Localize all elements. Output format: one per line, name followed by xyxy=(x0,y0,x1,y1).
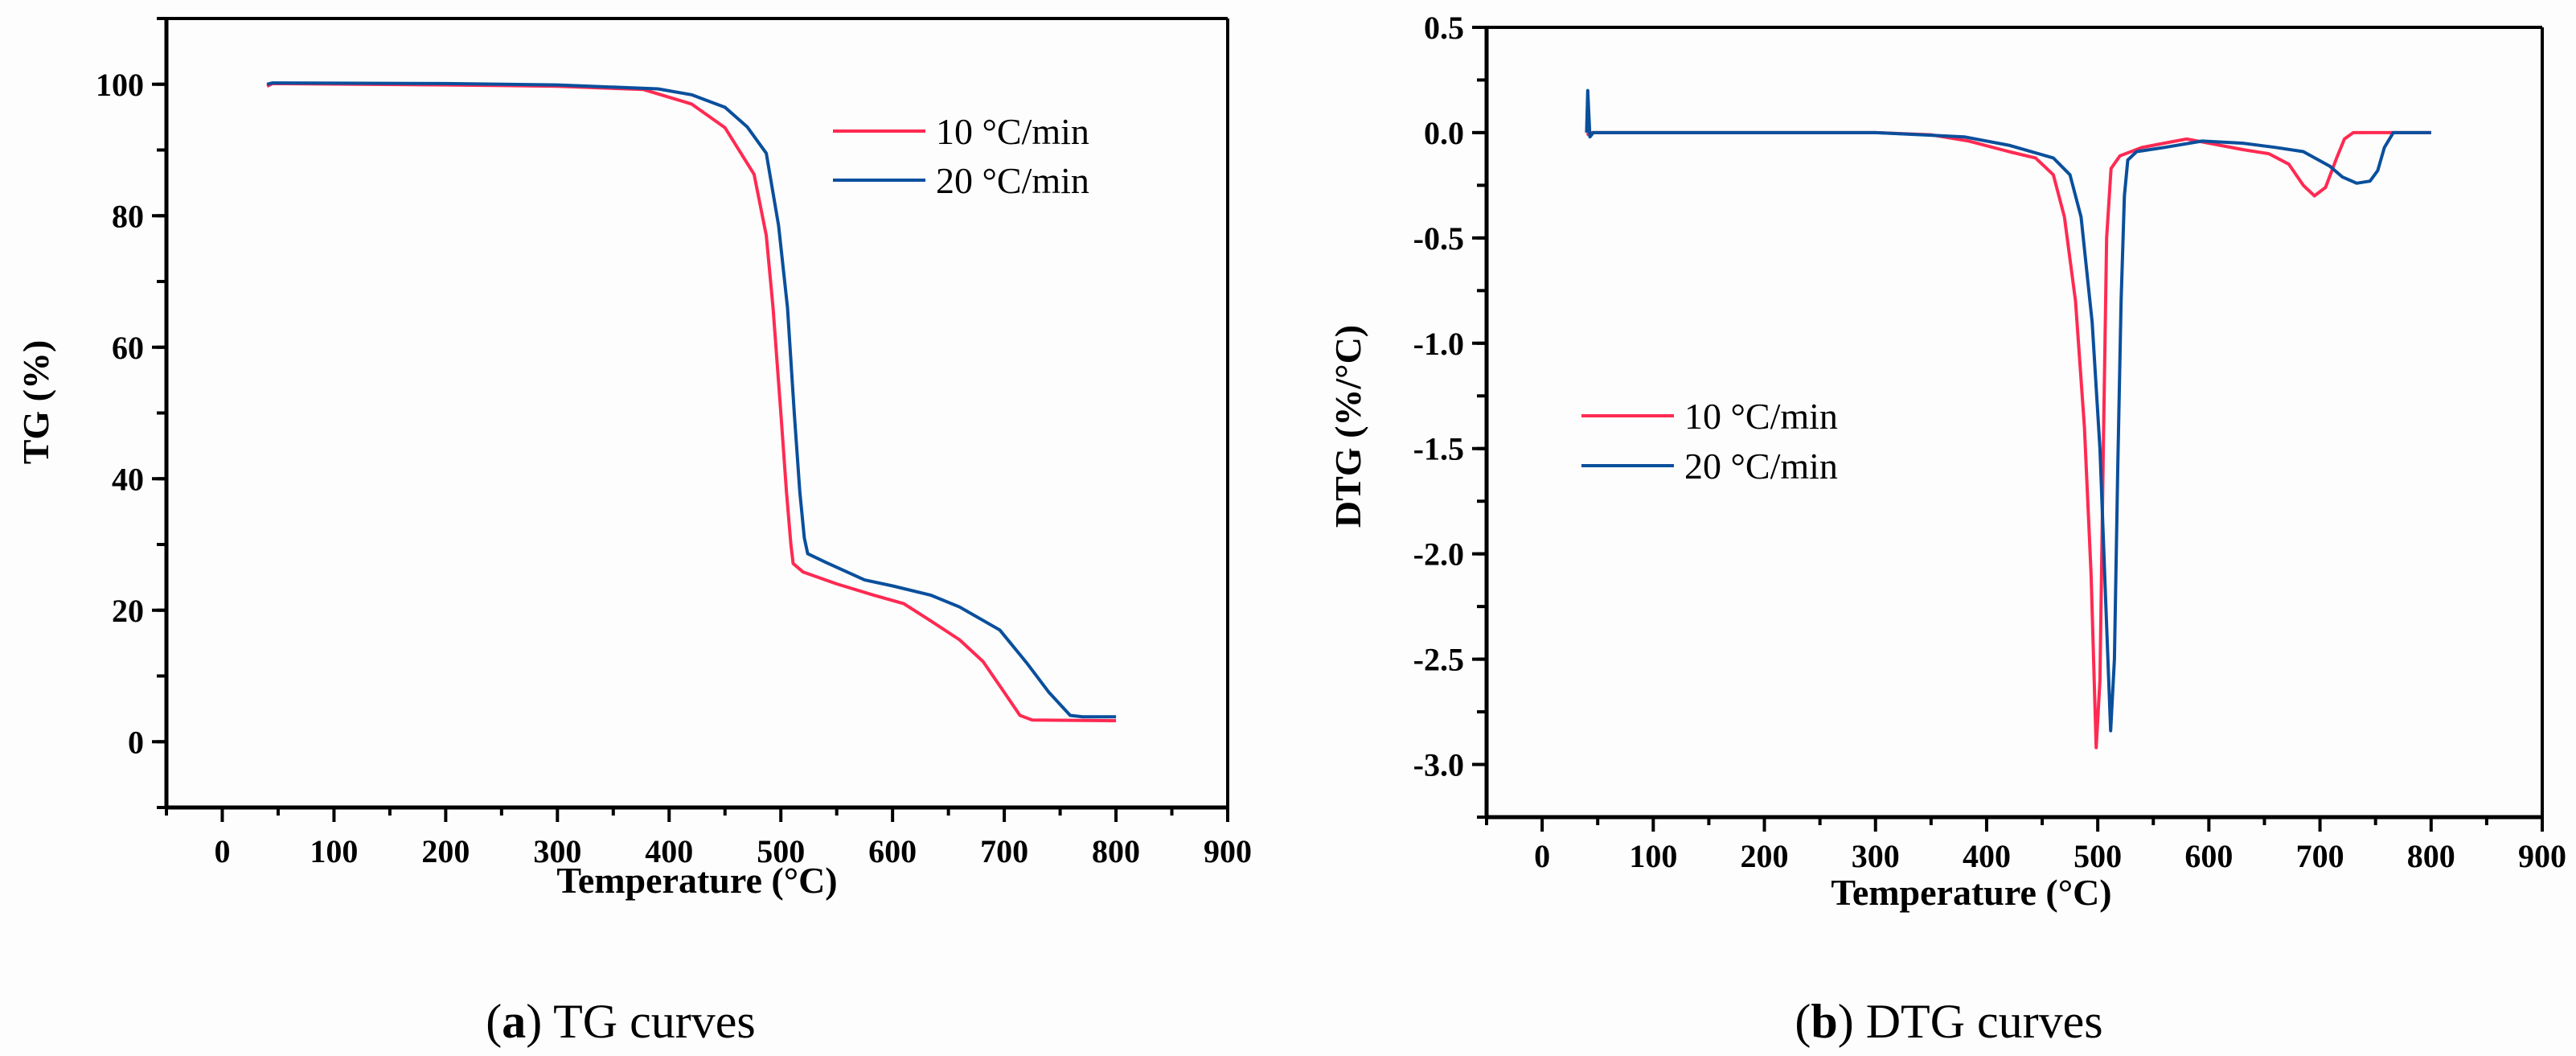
dtg-series-line-10 xyxy=(1585,130,2431,750)
dtg-y-tick-label: -1.5 xyxy=(1413,431,1464,467)
dtg-y-tick-label: -1.0 xyxy=(1413,326,1464,362)
dtg-x-tick-label: 900 xyxy=(2518,838,2566,874)
tg-series-line-20 xyxy=(266,81,1117,719)
tg-y-axis-title: TG (%) xyxy=(15,340,56,465)
tg-y-tick-label: 80 xyxy=(112,198,144,234)
tg-caption-label: a xyxy=(502,995,526,1048)
dtg-y-axis-title: DTG (%/°C) xyxy=(1327,325,1368,528)
dtg-x-tick-label: 800 xyxy=(2407,838,2455,874)
dtg-x-tick-label: 200 xyxy=(1741,838,1789,874)
dtg-y-tick-label: -2.5 xyxy=(1413,642,1464,678)
dtg-x-tick-label: 400 xyxy=(1963,838,2011,874)
tg-x-tick-label: 500 xyxy=(757,833,805,869)
dtg-series-line-20 xyxy=(1585,88,2431,733)
tg-x-tick-label: 400 xyxy=(645,833,693,869)
tg-legend-label: 20 °C/min xyxy=(936,160,1089,201)
dtg-legend-label: 10 °C/min xyxy=(1684,396,1838,437)
dtg-x-axis-title: Temperature (°C) xyxy=(1831,872,2111,913)
dtg-x-tick-label: 600 xyxy=(2184,838,2233,874)
dtg-x-tick-label: 500 xyxy=(2074,838,2122,874)
tg-x-tick-label: 100 xyxy=(310,833,358,869)
dtg-x-tick-label: 0 xyxy=(1534,838,1550,874)
tg-x-axis-title: Temperature (°C) xyxy=(556,860,837,901)
tg-y-tick-label: 100 xyxy=(96,67,144,103)
dtg-x-tick-label: 100 xyxy=(1629,838,1677,874)
tg-x-tick-label: 200 xyxy=(421,833,470,869)
tg-caption-text: TG curves xyxy=(553,995,756,1048)
tg-y-tick-label: 20 xyxy=(112,593,144,629)
dtg-chart-panel: Temperature (°C) DTG (%/°C) (b) DTG curv… xyxy=(1327,10,2566,1048)
dtg-y-tick-label: -3.0 xyxy=(1413,747,1464,783)
tg-x-tick-label: 800 xyxy=(1092,833,1140,869)
tg-legend-label: 10 °C/min xyxy=(936,111,1089,152)
dtg-legend-label: 20 °C/min xyxy=(1684,446,1838,487)
tg-x-tick-label: 900 xyxy=(1204,833,1252,869)
dtg-caption-text: DTG curves xyxy=(1866,995,2103,1048)
dtg-x-tick-label: 700 xyxy=(2296,838,2344,874)
tg-x-tick-label: 0 xyxy=(214,833,230,869)
tg-chart-panel: Temperature (°C) TG (%) (a) TG curves 0 1… xyxy=(15,17,1252,1048)
dtg-y-tick-label: -2.0 xyxy=(1413,536,1464,573)
tg-y-tick-label: 0 xyxy=(128,724,144,760)
dtg-y-tick-label: 0.0 xyxy=(1424,115,1464,151)
tg-y-tick-label: 40 xyxy=(112,461,144,497)
dtg-caption-label: b xyxy=(1811,995,1837,1048)
tg-caption: (a) TG curves xyxy=(486,995,755,1048)
dtg-caption: (b) DTG curves xyxy=(1795,995,2102,1048)
tg-x-tick-label: 600 xyxy=(868,833,917,869)
tg-y-tick-label: 60 xyxy=(112,330,144,366)
dtg-y-tick-label: 0.5 xyxy=(1424,10,1464,46)
dtg-x-tick-label: 300 xyxy=(1852,838,1900,874)
tg-x-tick-label: 700 xyxy=(980,833,1028,869)
dtg-y-tick-label: -0.5 xyxy=(1413,220,1464,257)
tg-x-tick-label: 300 xyxy=(533,833,581,869)
